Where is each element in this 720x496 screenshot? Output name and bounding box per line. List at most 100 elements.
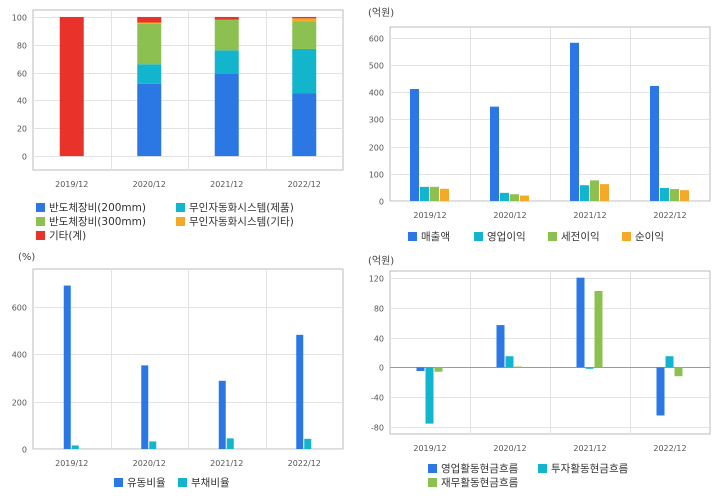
y-tick-label: 80 — [17, 42, 27, 51]
x-tick-label: 2022/12 — [288, 459, 321, 468]
legend-label: 투자활동현금흐름 — [551, 463, 629, 475]
x-tick-label: 2019/12 — [55, 180, 88, 189]
chart-income: (억원) 0 100 200 300 400 500 600 2019/12 2020/12 20… — [360, 0, 720, 250]
unit-label: (억원) — [368, 8, 395, 19]
bar — [670, 189, 679, 201]
y-tick-label: 100 — [12, 14, 27, 23]
bar — [650, 85, 659, 201]
chart-cash-flow-legend: 영업활동현금흐름 투자활동현금흐름 재무활동현금흐름 — [428, 461, 718, 493]
chart-sales-composition: 0 20 40 60 80 100 2019/12 2020/12 2021/12 2022/12… — [0, 0, 360, 250]
bar — [292, 93, 317, 157]
legend-item-series-1: 영업이익 — [474, 229, 526, 244]
bar — [218, 380, 226, 449]
y-tick-label: 0 — [379, 198, 384, 207]
chart-sales-composition-legend: 반도체장비(200mm) 무인자동화시스템(제품) 반도체장비(300mm) 무… — [36, 200, 356, 248]
bar — [59, 16, 84, 157]
bar — [71, 445, 79, 449]
legend-item-series-2: 반도체장비(300mm) — [36, 214, 146, 229]
bar — [500, 192, 509, 201]
x-tick-label: 2019/12 — [55, 459, 88, 468]
legend-item-series-2: 재무활동현금흐름 — [428, 475, 518, 490]
legend-item-series-0: 유동비율 — [114, 475, 166, 490]
x-tick-label: 2022/12 — [653, 211, 686, 220]
y-tick-label: 100 — [369, 171, 384, 180]
legend-label: 반도체장비(300mm) — [49, 216, 146, 228]
bar — [214, 16, 239, 20]
legend-item-series-4: 기타(계) — [36, 228, 86, 243]
bar — [416, 367, 425, 372]
bar — [570, 42, 579, 201]
bar — [296, 334, 304, 449]
bar — [656, 367, 665, 416]
unit-label: (억원) — [368, 256, 395, 267]
y-tick-label: 0 — [379, 364, 384, 373]
y-tick-label: 300 — [369, 116, 384, 125]
y-tick-label: 500 — [369, 62, 384, 71]
bar — [214, 50, 239, 74]
bar — [292, 18, 317, 22]
bar — [149, 441, 157, 449]
y-tick-label: 600 — [12, 304, 27, 313]
x-tick-label: 2020/12 — [493, 444, 526, 453]
x-tick-label: 2021/12 — [573, 444, 606, 453]
legend-item-series-3: 순이익 — [622, 229, 664, 244]
y-tick-label: 0 — [22, 153, 27, 162]
bar — [425, 367, 434, 424]
bar — [585, 367, 594, 369]
bar — [226, 438, 234, 449]
bar — [510, 194, 519, 201]
x-tick-label: 2020/12 — [133, 459, 166, 468]
legend-item-series-2: 세전이익 — [548, 229, 600, 244]
bar — [440, 188, 449, 201]
bar — [141, 365, 149, 449]
x-tick-label: 2019/12 — [413, 444, 446, 453]
chart-cash-flow: (억원) -80 -40 0 40 80 120 2019/12 2020/12 2021/12… — [360, 248, 720, 496]
y-tick-label: 40 — [374, 335, 384, 344]
bar — [214, 19, 239, 51]
y-tick-label: 80 — [374, 305, 384, 314]
y-tick-label: 120 — [369, 275, 384, 284]
bar — [600, 184, 609, 201]
legend-item-series-1: 부채비율 — [178, 475, 230, 490]
chart-cash-flow-plot: -80 -40 0 40 80 120 2019/12 2020/12 2021/12 2022/… — [369, 270, 711, 453]
y-tick-label: 20 — [17, 125, 27, 134]
bar — [137, 64, 162, 84]
bar — [514, 366, 523, 368]
legend-label: 부채비율 — [191, 477, 230, 489]
bar — [665, 356, 674, 368]
bar — [292, 21, 317, 49]
legend-item-series-0: 매출액 — [408, 229, 450, 244]
bar — [520, 195, 529, 201]
legend-item-series-1: 투자활동현금흐름 — [538, 461, 628, 476]
chart-income-legend: 매출액 영업이익 세전이익 순이익 — [408, 229, 718, 245]
legend-item-series-1: 무인자동화시스템(제품) — [176, 200, 294, 215]
legend-label: 영업이익 — [487, 231, 526, 243]
chart-sales-composition-plot: 0 20 40 60 80 100 2019/12 2020/12 2021/12 2022/12 — [12, 9, 344, 189]
x-tick-label: 2020/12 — [493, 211, 526, 220]
x-tick-label: 2021/12 — [210, 459, 243, 468]
y-tick-label: 0 — [22, 446, 27, 455]
legend-label: 영업활동현금흐름 — [441, 463, 519, 475]
chart-ratios: (%) 0 200 400 600 2019/12 2020/12 2021/12 2022/… — [0, 248, 360, 496]
bar — [410, 88, 419, 201]
y-tick-label: 200 — [12, 399, 27, 408]
y-tick-label: 400 — [12, 351, 27, 360]
legend-item-series-0: 반도체장비(200mm) — [36, 200, 146, 215]
x-tick-label: 2021/12 — [573, 211, 606, 220]
y-tick-label: 40 — [17, 97, 27, 106]
unit-label: (%) — [18, 252, 36, 263]
y-tick-label: 200 — [369, 144, 384, 153]
bar — [292, 48, 317, 94]
chart-ratios-plot: 0 200 400 600 2019/12 2020/12 2021/12 2022/12 — [12, 268, 344, 468]
bar — [674, 367, 683, 377]
bar — [660, 187, 669, 201]
bar — [63, 285, 71, 449]
legend-label: 순이익 — [635, 231, 664, 243]
y-tick-label: 400 — [369, 89, 384, 98]
bar — [576, 277, 585, 368]
bar — [304, 438, 312, 449]
legend-label: 반도체장비(200mm) — [49, 202, 146, 214]
bar — [137, 23, 162, 65]
x-tick-label: 2022/12 — [288, 180, 321, 189]
legend-label: 기타(계) — [49, 230, 87, 242]
